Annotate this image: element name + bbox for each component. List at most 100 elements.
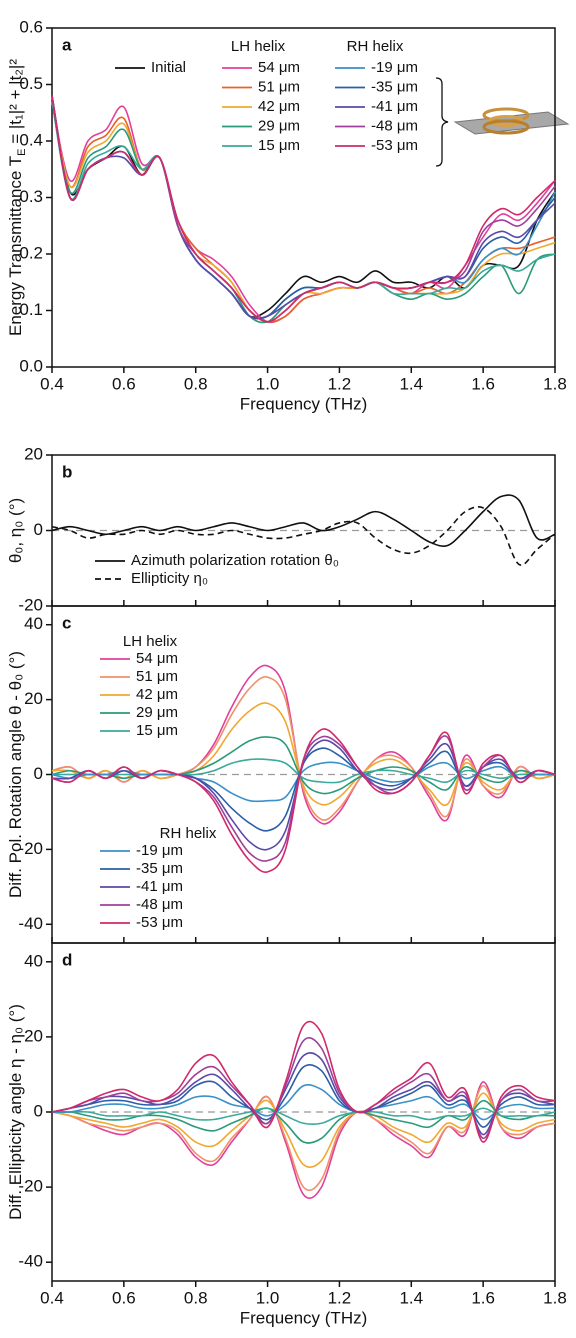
plot-frame <box>51 27 556 368</box>
x-tick-label: 1.0 <box>256 374 280 393</box>
data-line <box>51 676 556 821</box>
legend-label: 54 μm <box>258 59 300 76</box>
x-tick-label: 1.2 <box>328 1288 352 1307</box>
y-axis-label: Diff. Pol. Rotation angle θ - θ₀ (°) <box>6 651 25 898</box>
data-line <box>51 735 556 862</box>
data-line <box>51 506 556 566</box>
y-tick-label: -40 <box>18 1252 43 1271</box>
y-tick-label: -20 <box>18 839 43 858</box>
y-axis-label-part: Diff. Pol. Rotation angle θ - θ₀ (°) <box>6 651 25 898</box>
legend-label: 42 μm <box>258 98 300 115</box>
y-axis-label: θ₀, η₀ (°) <box>6 498 25 563</box>
data-line <box>51 1081 556 1199</box>
panel: d -40 -20 0 20 40 0.4 0.6 0.8 1.0 1.2 1.4 1.6 1.8 Freq… <box>6 942 567 1327</box>
legend-label: Azimuth polarization rotation θ₀ <box>131 552 339 569</box>
y-tick-label: -20 <box>18 1177 43 1196</box>
legend-label: Initial <box>151 59 186 76</box>
x-tick-label: 1.2 <box>328 374 352 393</box>
y-tick-label: 20 <box>24 1026 43 1045</box>
x-tick-label: 1.4 <box>399 1288 423 1307</box>
legend-label: -41 μm <box>136 878 183 895</box>
legend-label: -48 μm <box>371 117 418 134</box>
x-tick-label: 0.8 <box>184 1288 208 1307</box>
data-line <box>51 1020 556 1143</box>
panel-label: d <box>62 950 72 969</box>
y-tick-label: 0.0 <box>19 356 43 375</box>
x-tick-label: 1.8 <box>543 1288 567 1307</box>
helix-turn <box>482 119 530 135</box>
x-tick-label: 0.8 <box>184 374 208 393</box>
y-tick-label: 20 <box>24 444 43 463</box>
y-tick-label: 20 <box>24 689 43 708</box>
helix-inset <box>435 77 570 167</box>
y-tick-label: 0.4 <box>19 130 43 149</box>
data-line <box>51 664 556 825</box>
panel-label: c <box>62 613 71 632</box>
y-axis-label-part: Energy Transmittance T <box>6 156 25 336</box>
y-tick-label: 0.5 <box>19 74 43 93</box>
y-tick-label: 40 <box>24 951 43 970</box>
legend-label: -53 μm <box>136 914 183 931</box>
y-axis-label-part: = |t₁|² + |t₂|² <box>6 59 25 149</box>
y-tick-label: 0 <box>34 1101 43 1120</box>
panel-label: b <box>62 462 72 481</box>
legend-label: 51 μm <box>136 668 178 685</box>
y-tick-label: 0 <box>34 764 43 783</box>
x-axis-label: Frequency (THz) <box>240 1308 368 1327</box>
legend-label: 42 μm <box>136 686 178 703</box>
x-tick-label: 1.0 <box>256 1288 280 1307</box>
x-tick-label: 1.4 <box>399 374 423 393</box>
data-line <box>51 1092 556 1169</box>
legend-title: RH helix <box>160 825 217 842</box>
helix-turn <box>488 115 524 127</box>
x-tick-label: 1.8 <box>543 374 567 393</box>
legend-label: -19 μm <box>136 842 183 859</box>
data-line <box>52 758 555 784</box>
data-line <box>52 1107 556 1126</box>
x-axis-label: Frequency (THz) <box>240 394 368 413</box>
x-tick-label: 0.4 <box>40 374 64 393</box>
legend-label: 29 μm <box>258 117 300 134</box>
x-tick-label: 0.4 <box>40 1288 64 1307</box>
data-line <box>51 739 556 851</box>
y-axis-label-part: θ₀, η₀ (°) <box>6 498 25 563</box>
y-tick-label: 40 <box>24 614 43 633</box>
data-line <box>51 728 556 873</box>
panel: b -20 0 20 θ₀, η₀ (°) Azimuth polarization ro… <box>6 444 556 614</box>
y-tick-label: 0.3 <box>19 187 43 206</box>
data-line <box>51 95 556 323</box>
data-line <box>51 761 556 803</box>
x-tick-label: 1.6 <box>471 1288 495 1307</box>
y-axis-label: Diff. Ellipticity angle η - η₀ (°) <box>6 1004 25 1220</box>
panel: c -40 -20 0 20 40 Diff. Pol. Rotation angle θ … <box>6 605 556 944</box>
legend-label: 54 μm <box>136 650 178 667</box>
legend-label: Ellipticity η₀ <box>131 570 208 587</box>
legend-label: 15 μm <box>136 722 178 739</box>
legend-label: -53 μm <box>371 137 418 154</box>
bracket <box>435 77 449 167</box>
y-tick-label: 0 <box>34 520 43 539</box>
legend-label: 51 μm <box>258 78 300 95</box>
y-tick-label: 0.1 <box>19 300 43 319</box>
y-tick-label: -40 <box>18 914 43 933</box>
y-axis-label-part: E <box>16 149 28 156</box>
data-line <box>51 101 556 324</box>
y-axis-label-part: Diff. Ellipticity angle η - η₀ (°) <box>6 1004 25 1220</box>
legend-label: -48 μm <box>136 896 183 913</box>
y-tick-label: 0.2 <box>19 243 43 262</box>
legend-label: -35 μm <box>136 860 183 877</box>
data-line <box>51 494 556 547</box>
legend-label: 29 μm <box>136 704 178 721</box>
x-tick-label: 0.6 <box>112 374 136 393</box>
legend-title: RH helix <box>347 38 404 55</box>
x-tick-label: 1.6 <box>471 374 495 393</box>
y-tick-label: -20 <box>18 595 43 614</box>
y-axis-label: Energy Transmittance TE = |t₁|² + |t₂|² <box>6 59 27 336</box>
panel-label: a <box>62 35 72 54</box>
x-tick-label: 0.6 <box>112 1288 136 1307</box>
legend-label: -19 μm <box>371 59 418 76</box>
data-line <box>51 702 556 807</box>
legend-title: LH helix <box>123 633 178 650</box>
y-tick-label: 0.6 <box>19 17 43 36</box>
